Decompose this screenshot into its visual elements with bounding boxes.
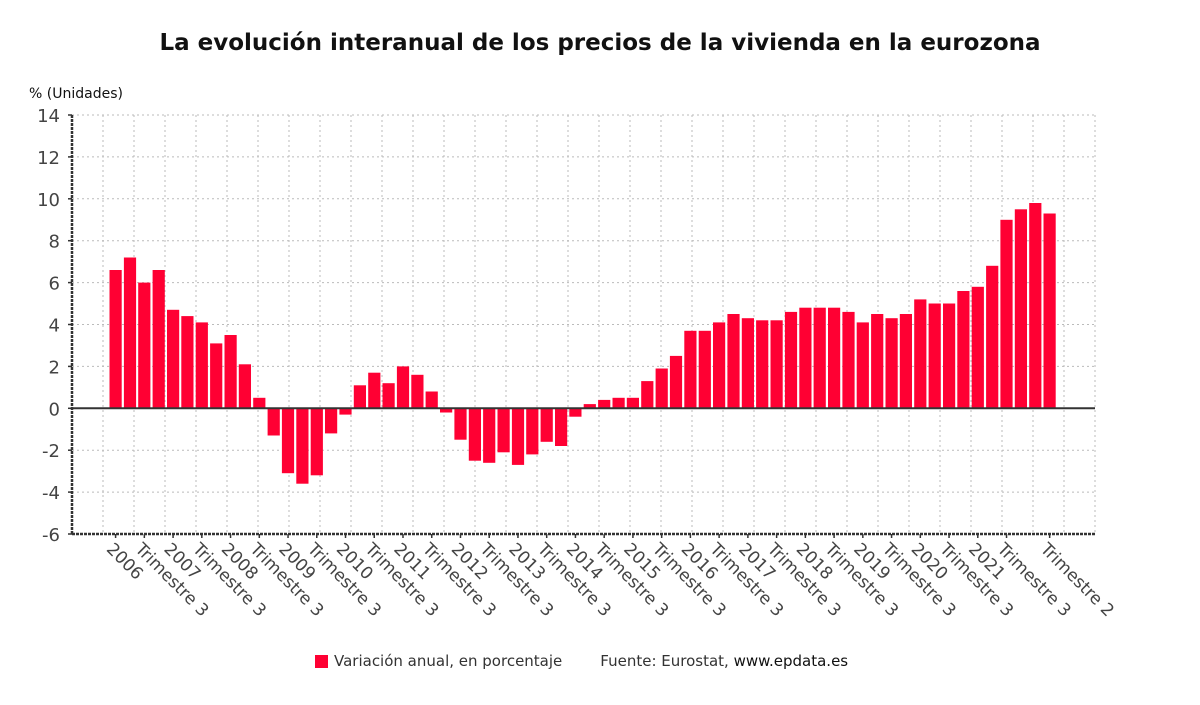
y-tick-label: 4 xyxy=(49,316,60,337)
legend-swatch xyxy=(315,654,328,668)
bar xyxy=(440,408,453,413)
bar xyxy=(871,314,884,409)
y-tick-label: -4 xyxy=(42,483,60,504)
source-note: Fuente: Eurostat, www.epdata.es xyxy=(600,652,848,670)
source-prefix: Fuente: Eurostat, xyxy=(600,652,734,670)
bar xyxy=(152,270,165,409)
bar xyxy=(828,307,841,409)
bar xyxy=(943,303,956,409)
bar xyxy=(353,385,366,409)
y-tick-label: 14 xyxy=(37,106,60,127)
bar xyxy=(281,408,295,474)
bar xyxy=(526,408,539,455)
bar xyxy=(842,311,855,409)
legend: Variación anual, en porcentaje Fuente: E… xyxy=(315,652,848,670)
legend-series-label: Variación anual, en porcentaje xyxy=(334,652,563,670)
bar xyxy=(555,408,568,446)
bar xyxy=(195,322,208,409)
bar xyxy=(123,257,137,409)
y-tick-label: 2 xyxy=(49,357,60,378)
bar xyxy=(612,397,625,409)
y-tick-label: 6 xyxy=(49,274,60,295)
bar xyxy=(267,408,280,436)
grid-lines xyxy=(72,114,1096,534)
bar xyxy=(583,404,596,409)
bar xyxy=(339,408,352,415)
bar xyxy=(698,330,711,409)
bar xyxy=(799,307,812,409)
bar xyxy=(310,408,323,476)
bar xyxy=(784,311,798,409)
bar xyxy=(986,265,999,409)
bar xyxy=(511,408,525,465)
bar xyxy=(497,408,510,453)
bar xyxy=(914,299,927,409)
bar xyxy=(641,381,654,409)
bar xyxy=(971,286,984,409)
y-axis-ticks: 14 12 10 8 6 4 2 0 -2 -4 -6 xyxy=(37,106,72,546)
bar xyxy=(684,330,697,409)
bar xyxy=(928,303,941,409)
bar xyxy=(598,399,611,409)
bar xyxy=(224,335,237,409)
y-tick-label: 0 xyxy=(49,399,60,420)
bar xyxy=(770,320,783,409)
bar xyxy=(540,408,553,442)
bar xyxy=(296,408,309,484)
bar xyxy=(109,270,122,409)
bar xyxy=(713,322,726,409)
bar xyxy=(138,282,151,409)
bar xyxy=(1000,219,1013,409)
bar xyxy=(885,318,898,409)
y-tick-label: 12 xyxy=(37,148,60,169)
y-tick-label: -2 xyxy=(42,441,60,462)
y-axis-unit-label: % (Unidades) xyxy=(29,86,123,102)
y-tick-label: -6 xyxy=(42,525,60,546)
bar xyxy=(856,322,869,409)
bar xyxy=(756,320,769,409)
bar xyxy=(210,343,223,409)
bar xyxy=(238,364,251,409)
bar xyxy=(368,372,381,409)
bar xyxy=(813,307,826,409)
bar xyxy=(325,408,338,434)
bar xyxy=(741,318,754,409)
bar xyxy=(727,314,740,409)
bar xyxy=(899,314,912,409)
bar xyxy=(425,391,438,409)
bar xyxy=(181,316,194,409)
bar xyxy=(411,374,424,409)
bar xyxy=(253,397,266,409)
bar xyxy=(468,408,481,461)
bar xyxy=(569,408,582,417)
bar xyxy=(626,397,639,409)
chart-title: La evolución interanual de los precios d… xyxy=(159,30,1041,56)
bar xyxy=(382,383,395,409)
y-tick-label: 10 xyxy=(37,190,60,211)
bars-group xyxy=(109,203,1056,484)
bar xyxy=(669,355,683,409)
bar xyxy=(957,291,970,409)
y-tick-label: 8 xyxy=(49,232,60,253)
bar xyxy=(1029,203,1042,409)
bar xyxy=(483,408,496,463)
bar xyxy=(1043,213,1056,409)
bar xyxy=(1014,209,1027,409)
bar xyxy=(454,408,467,440)
bar xyxy=(396,366,410,409)
bar xyxy=(655,368,668,409)
source-link[interactable]: www.epdata.es xyxy=(733,652,849,670)
bar xyxy=(167,309,180,409)
